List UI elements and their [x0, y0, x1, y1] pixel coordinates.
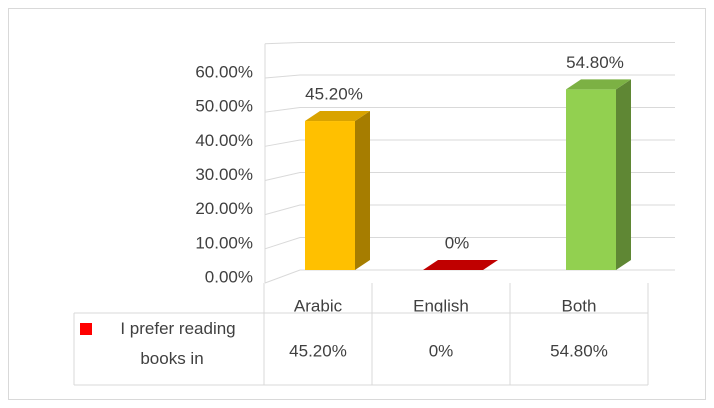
data-label: 45.20%: [305, 85, 363, 104]
bar-front: [305, 121, 355, 270]
y-tick-label: 60.00%: [195, 62, 253, 81]
table-value: 0%: [429, 341, 454, 360]
data-label: 54.80%: [566, 53, 624, 72]
y-tick-label: 20.00%: [195, 199, 253, 218]
grid-line: [264, 107, 675, 113]
bar: [566, 79, 631, 270]
category-label: Both: [562, 296, 597, 315]
legend-marker: [80, 323, 92, 335]
table-value: 45.20%: [289, 341, 347, 360]
bar-front: [566, 89, 616, 270]
bar: [423, 260, 498, 270]
category-label: English: [413, 296, 469, 315]
y-tick-label: 30.00%: [195, 165, 253, 184]
y-tick-label: 50.00%: [195, 97, 253, 116]
y-tick-label: 40.00%: [195, 131, 253, 150]
bar-top: [566, 79, 631, 90]
wall-edge: [264, 42, 301, 45]
bar: [305, 111, 370, 270]
legend-label: I prefer reading books in: [120, 319, 235, 368]
grid-line: [264, 172, 675, 181]
bar-top: [305, 111, 370, 122]
bar-side: [355, 111, 370, 270]
grid-line: [264, 204, 675, 216]
grid-line: [264, 269, 675, 284]
grid-line: [264, 74, 675, 79]
category-mask: [265, 313, 647, 322]
grid-line: [264, 237, 675, 250]
category-label: Arabic: [294, 296, 343, 315]
grid-line: [264, 139, 675, 147]
table-value: 54.80%: [550, 341, 608, 360]
bar-side: [616, 79, 631, 270]
y-tick-label: 10.00%: [195, 233, 253, 252]
data-label: 0%: [445, 233, 470, 252]
y-tick-label: 0.00%: [205, 267, 253, 286]
